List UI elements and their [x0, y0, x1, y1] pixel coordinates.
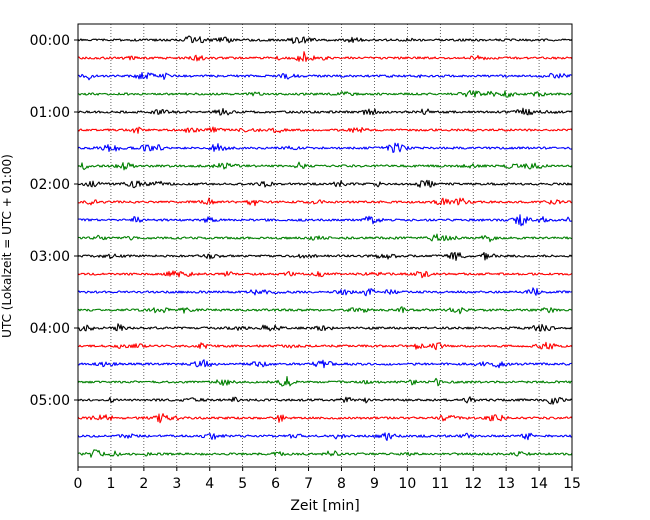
y-axis-label: UTC (Lokalzeit = UTC + 01:00) — [0, 154, 14, 338]
trace-lines — [77, 35, 573, 458]
x-tick-label: 13 — [497, 476, 515, 492]
x-tick-label: 6 — [271, 476, 280, 492]
trace-line — [77, 197, 573, 207]
x-tick-label: 9 — [370, 476, 379, 492]
x-tick-label: 8 — [337, 476, 346, 492]
grid-lines — [110, 24, 540, 467]
x-tick-label: 15 — [563, 476, 581, 492]
x-axis-ticks: 0 1 2 3 4 5 6 7 8 9 10 11 12 13 14 15 — [74, 467, 581, 492]
y-axis-ticks: 00:00 01:00 02:00 03:00 04:00 05:00 — [30, 33, 78, 409]
x-tick-label: 10 — [398, 476, 416, 492]
trace-line — [77, 214, 573, 227]
trace-line — [77, 51, 573, 62]
x-tick-label: 5 — [238, 476, 247, 492]
trace-line — [77, 413, 573, 424]
x-tick-label: 7 — [304, 476, 313, 492]
x-tick-label: 1 — [106, 476, 115, 492]
x-tick-label: 2 — [139, 476, 148, 492]
trace-line — [77, 179, 573, 189]
trace-line — [77, 449, 573, 458]
trace-line — [77, 35, 573, 44]
x-tick-label: 11 — [431, 476, 449, 492]
trace-line — [77, 142, 573, 153]
x-axis-label: Zeit [min] — [290, 498, 359, 514]
y-tick-label: 01:00 — [30, 105, 70, 121]
x-tick-label: 14 — [530, 476, 548, 492]
y-tick-label: 02:00 — [30, 177, 70, 193]
y-tick-label: 05:00 — [30, 393, 70, 409]
plot-frame — [77, 23, 573, 468]
trace-line — [77, 287, 573, 297]
trace-line — [77, 396, 573, 405]
trace-line — [77, 161, 573, 171]
x-tick-label: 0 — [74, 476, 83, 492]
trace-line — [77, 107, 573, 116]
x-tick-label: 3 — [172, 476, 181, 492]
trace-line — [77, 323, 573, 332]
trace-line — [77, 432, 573, 441]
x-tick-label: 4 — [205, 476, 214, 492]
trace-line — [77, 126, 573, 134]
x-tick-label: 12 — [464, 476, 482, 492]
trace-line — [77, 341, 573, 351]
trace-line — [77, 270, 573, 279]
trace-line — [77, 90, 573, 98]
y-tick-label: 00:00 — [30, 33, 70, 49]
trace-line — [77, 251, 573, 261]
y-tick-label: 04:00 — [30, 321, 70, 337]
trace-line — [77, 359, 573, 369]
trace-line — [77, 306, 573, 315]
y-tick-label: 03:00 — [30, 249, 70, 265]
trace-line — [77, 376, 573, 387]
trace-line — [77, 72, 573, 81]
trace-line — [77, 233, 573, 243]
